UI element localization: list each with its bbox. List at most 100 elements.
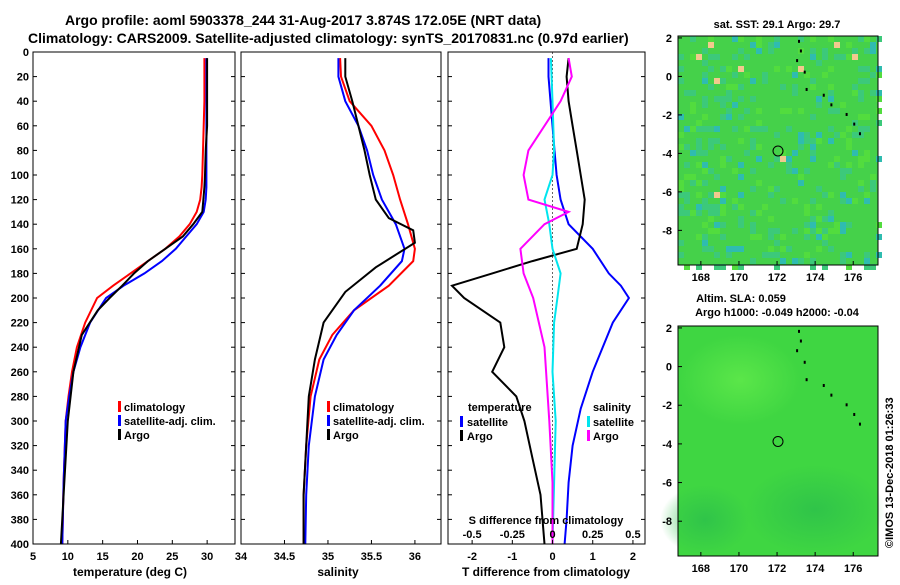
sst-map-ticks: 168 170 172 174 176 2 0 -2 -4 -6 -8 [662,33,862,284]
difference-plot-area [450,52,631,545]
sst-map-cell [702,72,708,78]
sst-map-cell [810,54,816,60]
sst-map-cell [702,222,708,228]
sst-map-cell [858,180,864,186]
sst-map-cell [840,168,846,174]
sst-map-cell [822,48,828,54]
sst-map-cell [804,138,810,144]
sst-map-cell [780,258,786,264]
sst-map-cell [696,144,702,150]
sst-map-cell [822,54,828,60]
sla-map-high-region [680,335,800,425]
depth-axis-ticks: 0 20 40 60 80 100 120 140 160 180 200 220 240 260 280 3… [11,47,29,551]
sst-map-cell [738,216,744,222]
sst-map-cell [696,120,702,126]
sst-map-cell [828,108,834,114]
sst-map-cell [768,162,774,168]
x-tick-label: 36 [409,551,421,563]
sst-map-cell [726,114,732,120]
sst-map-cell [804,168,810,174]
sst-map-cell [864,258,870,264]
sst-map-cell [750,96,756,102]
depth-tick-label: 180 [11,268,29,280]
sst-map-cell [792,168,798,174]
sst-map-cell [750,210,756,216]
sst-map-cell [798,108,804,114]
sst-map-cell [750,234,756,240]
sst-map-cell [804,204,810,210]
sst-map-cell [720,78,726,84]
sst-map-cell [720,66,726,72]
sst-map-cell [774,66,780,72]
sst-map-cell [834,222,840,228]
sst-map-coastline [796,39,861,136]
series-line-t-satellite [547,58,631,545]
sst-map-cell [714,252,720,258]
x-tick-label: 34 [235,551,248,563]
sst-map-cell [708,54,714,60]
sst-map-cell [858,162,864,168]
sst-map-cell [834,54,840,60]
sst-map-cell [690,36,696,42]
sst-map-cell [786,108,792,114]
sst-map-cell [684,264,690,270]
sst-map-cell [762,78,768,84]
island-mark [799,49,802,53]
sst-map-cell [756,144,762,150]
sst-map-cell [744,54,750,60]
sst-map-cell [798,66,804,72]
sst-map-cell [720,222,726,228]
sst-map-cell [876,36,882,42]
sst-map-cell [786,246,792,252]
x-tick-label: 0 [549,551,555,563]
map-x-tick-label: 168 [692,563,710,575]
sla-map-low-region [745,465,885,555]
sst-map-cell [774,186,780,192]
sst-map-cell [696,138,702,144]
sst-map-cell [702,162,708,168]
sst-map-cell [834,108,840,114]
sst-map-cell [714,210,720,216]
depth-tick-label: 320 [11,441,29,453]
s-diff-label: S difference from climatology [469,515,625,527]
sst-map-cell [720,102,726,108]
depth-tick-label: 80 [17,145,29,157]
sst-map-cell [834,162,840,168]
sst-map-cell [834,132,840,138]
sst-map-cell [810,216,816,222]
x-tick-label: 1 [590,551,596,563]
sst-map-cell [810,198,816,204]
map-y-tick-label: -4 [662,439,673,451]
temperature-xlabel: temperature (deg C) [73,565,187,579]
sst-map-cell [876,156,882,162]
sst-map-cell [864,66,870,72]
sst-map-cell [876,90,882,96]
sst-map-cell [708,84,714,90]
sst-map-cell [798,132,804,138]
sst-map-cell [720,210,726,216]
sst-map-cell [852,84,858,90]
map-y-tick-label: 2 [666,33,672,45]
sst-map-cell [780,84,786,90]
salinity-plot-area [302,58,416,545]
sst-map-cell [714,78,720,84]
sst-map-cell [702,246,708,252]
sst-map-cell [756,180,762,186]
sst-map-cell [780,156,786,162]
sst-map-cell [804,222,810,228]
difference-xlabel: T difference from climatology [462,565,630,579]
sst-map-cell [720,204,726,210]
series-line-satellite-adj-clim- [61,58,208,545]
sla-map-panel: Altim. SLA: 0.059 Argo h1000: -0.049 h20… [660,293,885,575]
sst-map-cell [738,138,744,144]
sst-map-cell [774,42,780,48]
legend-label-satellite: satellite-adj. clim. [333,416,425,428]
sst-map-cell [702,180,708,186]
x-tick-label: 30 [201,551,213,563]
sst-map-cell [876,108,882,114]
s-diff-tick-label: 0 [549,529,555,541]
sst-map-cell [756,156,762,162]
map-x-tick-label: 176 [844,272,862,284]
sst-map-cell [858,132,864,138]
sst-map-cell [696,234,702,240]
